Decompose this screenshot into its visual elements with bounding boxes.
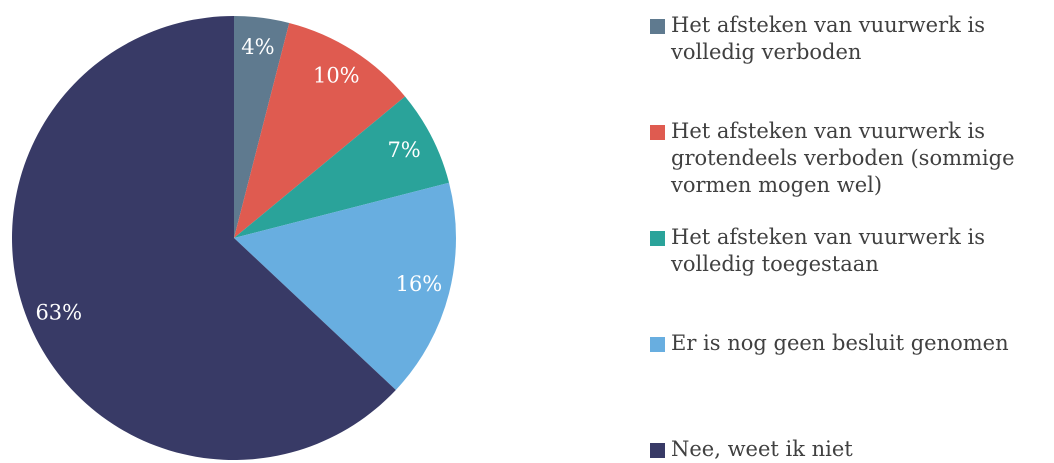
pie-slice — [234, 16, 290, 238]
pie-slice — [234, 96, 450, 238]
pie-slice — [234, 182, 456, 390]
legend-swatch — [650, 337, 665, 352]
legend-item: Het afsteken van vuurwerk is volledig ve… — [650, 12, 1050, 66]
legend-label: Nee, weet ik niet — [671, 437, 853, 461]
data-label: 4% — [241, 35, 274, 59]
pie-slice — [234, 22, 406, 239]
legend-item: Het afsteken van vuurwerk is volledig to… — [650, 224, 1050, 278]
chart: 4% 10% 7% 16% 63% — [11, 16, 456, 460]
legend-swatch — [650, 125, 665, 140]
data-label: 16% — [396, 272, 443, 296]
legend-item: Nee, weet ik niet — [650, 436, 1050, 463]
pie-slice — [11, 16, 396, 460]
legend-item: Er is nog geen besluit genomen — [650, 330, 1050, 357]
legend: Het afsteken van vuurwerk is volledig ve… — [650, 0, 1050, 461]
legend-label: Het afsteken van vuurwerk is volledig ve… — [671, 13, 986, 64]
data-label: 7% — [387, 138, 420, 162]
legend-swatch — [650, 231, 665, 246]
legend-label: Het afsteken van vuurwerk is grotendeels… — [671, 119, 1015, 197]
data-label: 10% — [313, 63, 360, 87]
legend-label: Er is nog geen besluit genomen — [671, 331, 1009, 355]
legend-swatch — [650, 19, 665, 34]
legend-item: Het afsteken van vuurwerk is grotendeels… — [650, 118, 1050, 199]
legend-swatch — [650, 443, 665, 458]
data-label: 63% — [35, 300, 82, 324]
legend-label: Het afsteken van vuurwerk is volledig to… — [671, 225, 986, 276]
